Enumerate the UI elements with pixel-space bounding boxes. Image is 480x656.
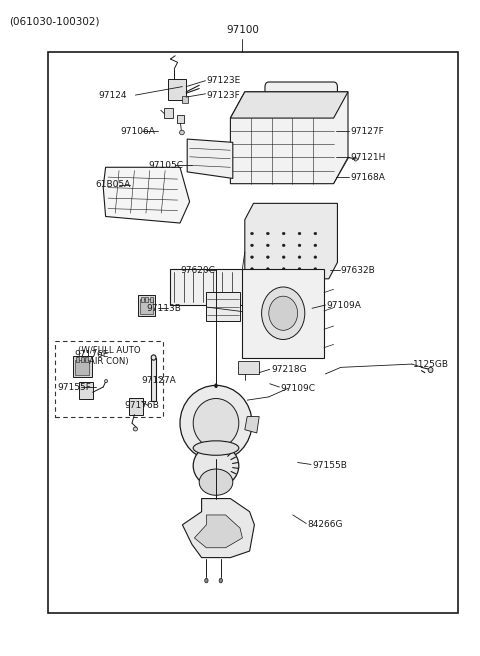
Polygon shape bbox=[230, 92, 348, 184]
Ellipse shape bbox=[251, 256, 253, 258]
Text: 97155F: 97155F bbox=[58, 382, 92, 392]
Text: 97168A: 97168A bbox=[350, 173, 385, 182]
Bar bbox=[177, 115, 184, 123]
Ellipse shape bbox=[215, 384, 217, 388]
Ellipse shape bbox=[354, 158, 357, 161]
Text: 84266G: 84266G bbox=[307, 520, 343, 529]
Text: 97109A: 97109A bbox=[326, 300, 361, 310]
Ellipse shape bbox=[314, 256, 317, 258]
Polygon shape bbox=[245, 417, 259, 433]
Ellipse shape bbox=[266, 244, 269, 247]
Bar bbox=[81, 357, 84, 362]
Bar bbox=[129, 398, 143, 415]
Text: 97123F: 97123F bbox=[206, 91, 240, 100]
Ellipse shape bbox=[133, 427, 137, 431]
Bar bbox=[85, 357, 88, 362]
FancyBboxPatch shape bbox=[265, 82, 337, 120]
Ellipse shape bbox=[298, 244, 301, 247]
Bar bbox=[79, 382, 93, 399]
Text: 97218G: 97218G bbox=[271, 365, 307, 374]
Ellipse shape bbox=[199, 469, 233, 495]
Bar bbox=[75, 360, 89, 375]
Polygon shape bbox=[194, 515, 242, 548]
Bar bbox=[76, 357, 79, 362]
Polygon shape bbox=[182, 499, 254, 558]
Ellipse shape bbox=[180, 130, 184, 135]
Text: 97127F: 97127F bbox=[350, 127, 384, 136]
Ellipse shape bbox=[251, 232, 253, 235]
Ellipse shape bbox=[282, 256, 285, 258]
Ellipse shape bbox=[269, 296, 298, 330]
Ellipse shape bbox=[262, 287, 305, 340]
Text: (061030-100302): (061030-100302) bbox=[10, 16, 100, 26]
Ellipse shape bbox=[151, 355, 156, 360]
Ellipse shape bbox=[428, 367, 433, 373]
Text: (W/FULL AUTO
AIR CON): (W/FULL AUTO AIR CON) bbox=[78, 346, 141, 367]
Ellipse shape bbox=[266, 256, 269, 258]
Ellipse shape bbox=[298, 232, 301, 235]
Bar bbox=[138, 295, 155, 316]
Ellipse shape bbox=[193, 398, 239, 447]
Ellipse shape bbox=[251, 244, 253, 247]
Ellipse shape bbox=[251, 268, 253, 270]
Text: 97155B: 97155B bbox=[312, 461, 347, 470]
Text: 97632B: 97632B bbox=[341, 266, 375, 275]
Ellipse shape bbox=[277, 92, 325, 110]
Text: 97100: 97100 bbox=[226, 26, 259, 35]
Ellipse shape bbox=[193, 445, 239, 487]
Text: 97106A: 97106A bbox=[120, 127, 155, 136]
Polygon shape bbox=[230, 92, 348, 118]
Text: 97176B: 97176B bbox=[125, 401, 160, 410]
Ellipse shape bbox=[282, 244, 285, 247]
Bar bbox=[168, 79, 186, 100]
Ellipse shape bbox=[204, 579, 208, 583]
Ellipse shape bbox=[314, 268, 317, 270]
Text: 97109C: 97109C bbox=[281, 384, 316, 393]
Ellipse shape bbox=[314, 232, 317, 235]
Bar bbox=[170, 269, 245, 305]
Bar bbox=[206, 292, 240, 321]
Text: 97113B: 97113B bbox=[146, 304, 181, 313]
Text: 97123E: 97123E bbox=[206, 76, 240, 85]
Bar bbox=[141, 297, 144, 302]
Bar bbox=[73, 356, 92, 377]
Bar bbox=[55, 341, 163, 417]
Ellipse shape bbox=[282, 268, 285, 270]
Bar bbox=[140, 299, 153, 314]
Ellipse shape bbox=[282, 232, 285, 235]
Text: 97127A: 97127A bbox=[142, 376, 176, 385]
Ellipse shape bbox=[105, 379, 108, 383]
Bar bbox=[238, 361, 259, 374]
Text: 1125GB: 1125GB bbox=[413, 359, 449, 369]
Polygon shape bbox=[151, 358, 156, 401]
Text: 97105C: 97105C bbox=[149, 161, 184, 170]
Bar bbox=[48, 52, 458, 613]
Text: 97124: 97124 bbox=[98, 91, 127, 100]
Bar bbox=[164, 108, 173, 118]
Polygon shape bbox=[103, 167, 190, 223]
Ellipse shape bbox=[298, 268, 301, 270]
Ellipse shape bbox=[193, 441, 239, 455]
Bar bbox=[145, 297, 148, 302]
Text: 97620C: 97620C bbox=[180, 266, 215, 275]
Bar bbox=[242, 269, 324, 358]
Text: 61B05A: 61B05A bbox=[95, 180, 130, 190]
Ellipse shape bbox=[180, 385, 252, 461]
Ellipse shape bbox=[266, 268, 269, 270]
Text: 97176E: 97176E bbox=[74, 350, 109, 359]
Ellipse shape bbox=[219, 579, 223, 583]
Ellipse shape bbox=[266, 232, 269, 235]
Bar bbox=[182, 96, 188, 103]
Text: 97121H: 97121H bbox=[350, 153, 386, 162]
Bar bbox=[150, 297, 153, 302]
Ellipse shape bbox=[314, 244, 317, 247]
Ellipse shape bbox=[298, 256, 301, 258]
Polygon shape bbox=[245, 203, 337, 279]
Polygon shape bbox=[187, 139, 233, 178]
